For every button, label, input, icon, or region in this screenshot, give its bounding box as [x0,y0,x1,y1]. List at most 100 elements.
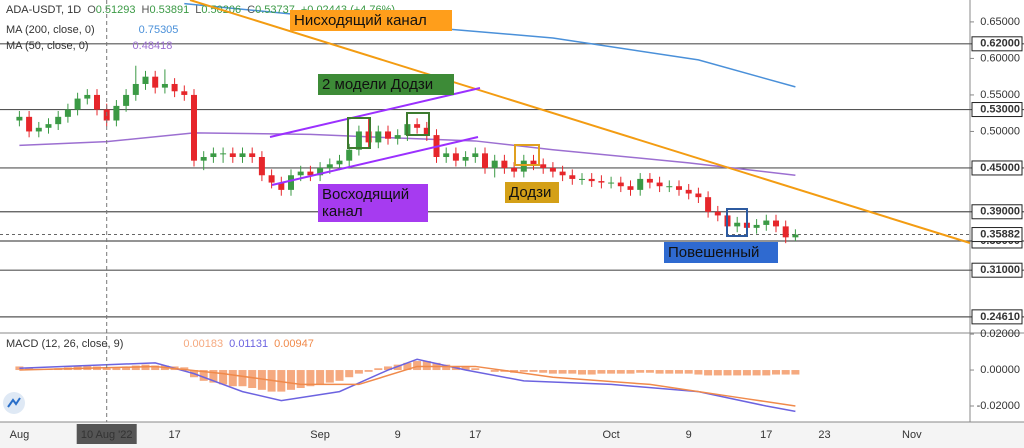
candle-body [695,193,702,198]
annotation: Додзи [505,182,559,203]
candle-body [462,157,469,161]
candle-body [278,182,285,190]
histogram-bar [645,370,654,373]
level-label-box [971,309,1023,325]
candle-body [511,167,518,172]
histogram-bar [122,366,131,371]
ohlc: C [247,4,255,16]
macd-legend: MACD (12, 26, close, 9) 0.00183 0.01131 0.0… [6,338,314,350]
candle-body [317,167,324,176]
candle-body [346,149,353,161]
histogram-bar [287,370,295,390]
candle-body [423,127,430,136]
x-tick-label: 17 [469,429,481,441]
histogram-bar [490,370,499,372]
candle-body [569,175,576,179]
candle-body [646,178,653,183]
macd-value: 0.00183 [183,338,223,350]
candle-body [132,83,139,95]
histogram-bar [248,370,257,389]
histogram-bar [772,370,780,375]
candle-body [74,98,81,110]
candle-body [152,76,159,88]
histogram-bar [519,370,528,372]
candle-body [452,153,459,161]
trend-line [189,0,971,244]
legend-name: MA (50, close, 0) [6,40,89,52]
level-label-box [971,160,1023,176]
histogram-bar [209,370,218,383]
candle-body [627,186,634,190]
macd-title: MACD (12, 26, close, 9) [6,338,123,350]
candle-body [608,182,615,184]
histogram-bar [597,370,606,374]
candle-body [559,171,566,176]
annotation: Нисходящий канал [290,10,452,31]
histogram-bar [325,370,334,383]
candle-body [258,157,265,176]
candle-body [229,153,236,158]
candle-body [714,211,721,216]
histogram-bar [587,370,596,375]
histogram-bar [665,370,674,374]
histogram-bar [607,370,616,374]
histogram-bar [655,370,664,374]
candle-body [375,131,382,143]
level-label: 0.31000 [980,264,1020,276]
histogram-bar [733,370,742,376]
histogram-bar [422,361,431,371]
y-tick-label: 0.60000 [980,52,1020,64]
indicator-line [19,365,796,407]
candle-body [530,160,537,165]
x-tick-label: 9 [686,429,692,441]
histogram-bar [558,370,567,374]
time-axis-bg [0,422,1024,448]
histogram-bar [374,368,383,371]
channel-line [269,87,481,138]
crosshair-label-bg [76,424,137,444]
histogram-bar [781,370,790,375]
histogram-bar [364,370,373,372]
histogram-bar [199,370,208,381]
histogram-bar [238,370,247,387]
level-label-box [971,36,1023,52]
ohlc: 0.53737 [255,4,295,16]
current-price-box [971,227,1023,243]
histogram-bar [684,370,693,374]
candle-body [64,109,71,117]
legend-value: 0.48418 [133,40,173,52]
histogram-bar [713,370,722,376]
histogram-bar [393,364,402,371]
histogram-bar [742,370,751,376]
x-tick-label: 17 [760,429,772,441]
candle-body [676,186,682,190]
legend-entry: MA (50, close, 0) 0.48418 [6,40,172,52]
histogram-bar [345,370,354,378]
histogram-bar [578,370,586,375]
legend-entry: MA (200, close, 0) 0.75305 [6,24,178,36]
histogram-bar [762,370,771,376]
y-tick-label: -0.02000 [977,400,1020,412]
annotation: Восходящий канал [318,184,428,222]
candle-body [123,94,130,106]
pattern-box [726,208,748,237]
histogram-bar [568,370,577,374]
histogram-bar [529,370,538,372]
macd-value: 0.00947 [274,338,314,350]
histogram-bar [112,367,121,371]
candle-body [297,171,304,176]
histogram-bar [413,361,422,371]
histogram-bar [694,370,703,375]
histogram-bar [723,370,732,376]
level-label-box [971,262,1023,278]
candle-body [501,160,508,168]
level-label-box [971,204,1023,220]
logo-mark [7,397,21,408]
ohlc: 0.51293 [96,4,136,16]
histogram-bar [548,370,557,374]
level-label: 0.39000 [980,206,1020,218]
histogram-bar [180,367,189,371]
current-price-label: 0.35882 [980,228,1020,240]
price-axis-bg [970,0,1024,448]
